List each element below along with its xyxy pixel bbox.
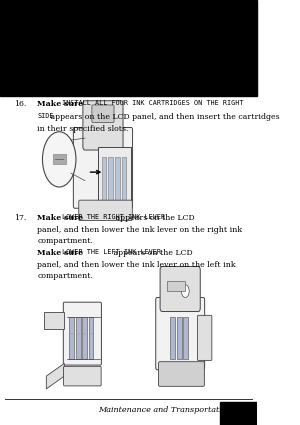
- Bar: [177, 317, 182, 359]
- FancyBboxPatch shape: [92, 105, 114, 122]
- Text: panel, and then lower the ink lever on the right ink: panel, and then lower the ink lever on t…: [37, 226, 242, 234]
- FancyBboxPatch shape: [156, 298, 205, 370]
- Text: Make sure: Make sure: [37, 249, 86, 257]
- Bar: [102, 157, 106, 200]
- Text: LOWER THE RIGHT INK LEVER: LOWER THE RIGHT INK LEVER: [62, 214, 165, 220]
- FancyBboxPatch shape: [197, 315, 212, 360]
- Bar: [70, 317, 74, 359]
- Text: 16.: 16.: [14, 100, 26, 108]
- Bar: [167, 280, 185, 291]
- FancyBboxPatch shape: [83, 101, 123, 150]
- Bar: [108, 157, 113, 200]
- Text: 17.: 17.: [14, 214, 26, 222]
- Text: appears on the LCD panel, and then insert the cartridges: appears on the LCD panel, and then inser…: [48, 113, 280, 121]
- Polygon shape: [44, 312, 64, 329]
- Circle shape: [43, 132, 76, 187]
- Text: Make sure: Make sure: [37, 214, 86, 222]
- Polygon shape: [46, 363, 64, 389]
- Text: LOWER THE LEFT INK LEVER: LOWER THE LEFT INK LEVER: [62, 249, 161, 255]
- FancyBboxPatch shape: [64, 366, 101, 386]
- Text: compartment.: compartment.: [37, 272, 93, 280]
- Text: INSTALL ALL FOUR INK CARTRIDGES ON THE RIGHT: INSTALL ALL FOUR INK CARTRIDGES ON THE R…: [62, 100, 244, 106]
- FancyBboxPatch shape: [79, 200, 132, 221]
- Bar: [170, 317, 175, 359]
- Text: appears on the LCD: appears on the LCD: [112, 249, 193, 257]
- Bar: [0, 0, 257, 96]
- Text: in their specified slots.: in their specified slots.: [37, 125, 129, 133]
- Bar: [115, 157, 120, 200]
- Text: compartment.: compartment.: [37, 237, 93, 245]
- FancyBboxPatch shape: [159, 362, 204, 386]
- FancyBboxPatch shape: [160, 266, 200, 312]
- Bar: [89, 317, 93, 359]
- Bar: [76, 317, 81, 359]
- Text: SIDE: SIDE: [37, 113, 54, 119]
- Bar: [220, 402, 257, 425]
- Bar: [183, 317, 188, 359]
- Text: Make sure: Make sure: [37, 100, 86, 108]
- Bar: [82, 317, 87, 359]
- Bar: [98, 147, 131, 206]
- Circle shape: [182, 285, 189, 297]
- FancyBboxPatch shape: [74, 128, 133, 208]
- Text: panel, and then lower the ink lever on the left ink: panel, and then lower the ink lever on t…: [37, 261, 236, 269]
- Bar: [53, 154, 66, 164]
- Text: appears on the LCD: appears on the LCD: [113, 214, 195, 222]
- Bar: [122, 157, 126, 200]
- Text: 257: 257: [230, 411, 247, 419]
- FancyBboxPatch shape: [63, 302, 101, 365]
- Text: Maintenance and Transportation: Maintenance and Transportation: [98, 406, 232, 414]
